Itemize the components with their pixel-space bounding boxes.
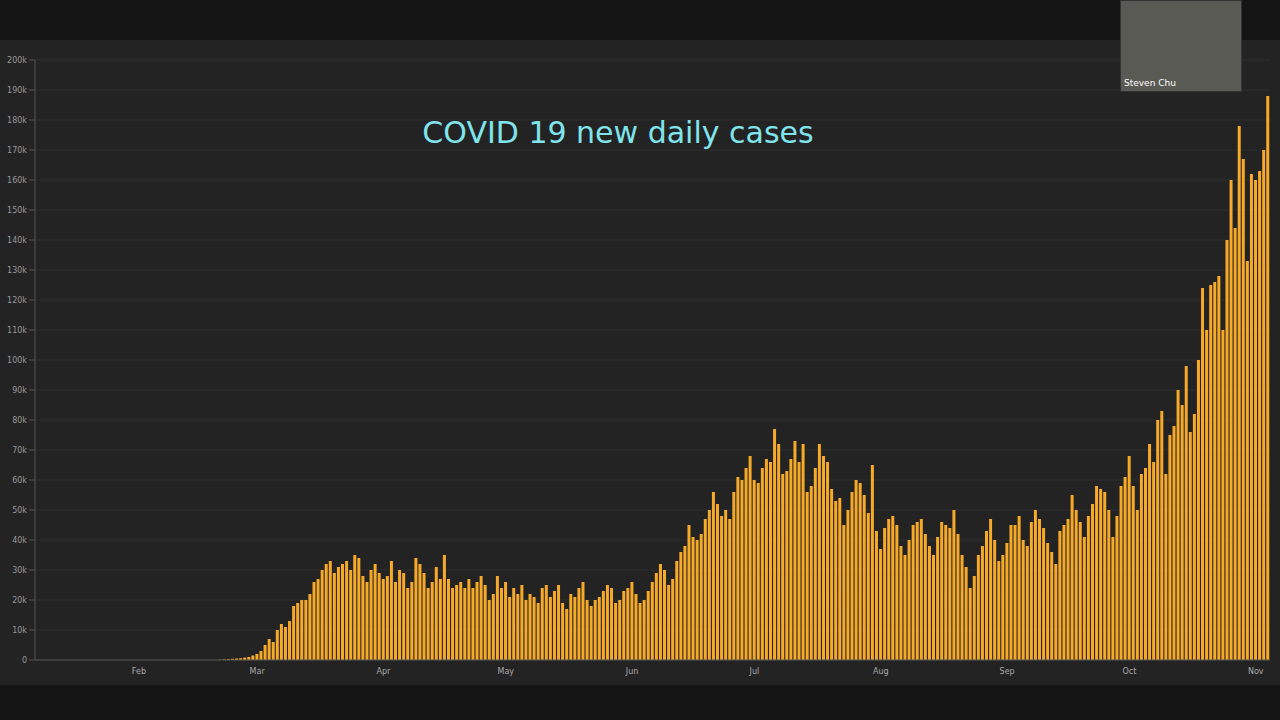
svg-text:20k: 20k xyxy=(12,596,27,605)
svg-text:Nov: Nov xyxy=(1248,667,1264,676)
svg-text:50k: 50k xyxy=(12,506,27,515)
html-text:Steven Chu: Steven Chu xyxy=(1124,78,1176,88)
svg-text:30k: 30k xyxy=(12,566,27,575)
svg-text:200k: 200k xyxy=(7,56,27,65)
svg-text:Mar: Mar xyxy=(250,667,266,676)
svg-text:10k: 10k xyxy=(12,626,27,635)
svg-text:60k: 60k xyxy=(12,476,27,485)
svg-text:80k: 80k xyxy=(12,416,27,425)
svg-text:110k: 110k xyxy=(7,326,27,335)
svg-text:180k: 180k xyxy=(7,116,27,125)
svg-text:90k: 90k xyxy=(12,386,27,395)
svg-text:150k: 150k xyxy=(7,206,27,215)
svg-text:160k: 160k xyxy=(7,176,27,185)
svg-text:Oct: Oct xyxy=(1122,667,1136,676)
svg-text:40k: 40k xyxy=(12,536,27,545)
svg-text:Jun: Jun xyxy=(625,667,639,676)
svg-text:Jul: Jul xyxy=(749,667,760,676)
svg-text:0: 0 xyxy=(22,656,27,665)
svg-text:Aug: Aug xyxy=(873,667,889,676)
svg-text:100k: 100k xyxy=(7,356,27,365)
svg-text:70k: 70k xyxy=(12,446,27,455)
svg-text:May: May xyxy=(497,667,514,676)
svg-text:190k: 190k xyxy=(7,86,27,95)
svg-text:Feb: Feb xyxy=(132,667,146,676)
svg-text:130k: 130k xyxy=(7,266,27,275)
svg-text:120k: 120k xyxy=(7,296,27,305)
svg-text:140k: 140k xyxy=(7,236,27,245)
svg-text:Sep: Sep xyxy=(1000,667,1015,676)
svg-text:Apr: Apr xyxy=(377,667,392,676)
html-text:COVID 19 new daily cases: COVID 19 new daily cases xyxy=(422,115,814,150)
svg-text:170k: 170k xyxy=(7,146,27,155)
